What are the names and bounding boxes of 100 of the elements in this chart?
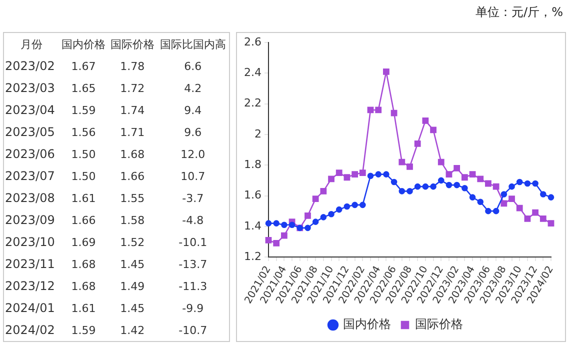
point bbox=[524, 180, 531, 187]
point bbox=[281, 222, 288, 228]
data-label: 1.78 bbox=[119, 58, 146, 74]
point bbox=[540, 216, 546, 222]
point bbox=[273, 240, 280, 246]
point bbox=[336, 170, 342, 176]
y-tick-label: 2.2 bbox=[244, 96, 262, 110]
text: 国际比国内高 bbox=[158, 36, 227, 52]
point bbox=[336, 206, 342, 213]
point bbox=[344, 174, 350, 181]
category-label: 2023/06 bbox=[4, 146, 56, 163]
text: 单位：元/斤，% bbox=[476, 4, 563, 21]
point bbox=[438, 158, 444, 166]
data-label: 1.68 bbox=[70, 278, 97, 294]
point bbox=[383, 171, 390, 178]
point bbox=[328, 210, 334, 218]
data-label: -11.3 bbox=[178, 278, 208, 294]
y-tick-label: 1.2 bbox=[244, 250, 262, 263]
data-label: -4.8 bbox=[181, 212, 205, 228]
point bbox=[375, 106, 382, 114]
point bbox=[500, 200, 508, 207]
point bbox=[446, 171, 452, 178]
point bbox=[477, 176, 484, 182]
point bbox=[304, 212, 311, 219]
data-label: 1.74 bbox=[119, 102, 146, 118]
category-label: 2023/09 bbox=[4, 212, 56, 229]
data-label: 12.0 bbox=[180, 146, 206, 162]
point bbox=[312, 218, 319, 225]
data-label: 1.59 bbox=[70, 102, 97, 118]
point bbox=[398, 158, 406, 166]
point bbox=[390, 110, 398, 116]
category-label: 2024/02 bbox=[4, 322, 56, 339]
point bbox=[454, 164, 460, 172]
point bbox=[265, 220, 272, 226]
data-label: 1.66 bbox=[70, 212, 97, 228]
data-label: 1.59 bbox=[70, 322, 97, 338]
y-tick-label: 2.6 bbox=[244, 35, 262, 48]
point bbox=[352, 171, 358, 178]
data-label: -9.9 bbox=[181, 300, 205, 316]
point bbox=[328, 176, 334, 182]
point bbox=[359, 170, 366, 176]
data-label: 1.55 bbox=[119, 190, 146, 206]
point bbox=[469, 171, 476, 178]
point bbox=[360, 202, 366, 208]
category-label: 2023/04 bbox=[4, 102, 56, 119]
y-tick-label: 2 bbox=[254, 127, 262, 140]
point bbox=[375, 171, 382, 178]
data-label: 1.45 bbox=[119, 300, 146, 316]
point bbox=[280, 232, 288, 239]
point bbox=[422, 183, 429, 190]
text: 国际价格 bbox=[109, 36, 156, 52]
point bbox=[485, 180, 492, 187]
point bbox=[469, 194, 476, 200]
y-tick-label: 2.4 bbox=[244, 66, 262, 80]
data-label: 1.42 bbox=[119, 322, 146, 338]
point bbox=[548, 194, 554, 200]
category-label: 2023/02 bbox=[4, 58, 56, 75]
data-label: -10.7 bbox=[178, 322, 208, 338]
point bbox=[352, 202, 358, 208]
point bbox=[477, 198, 484, 206]
data-label: 1.68 bbox=[119, 146, 146, 162]
data-label: 1.61 bbox=[70, 300, 97, 316]
point bbox=[304, 224, 311, 232]
point bbox=[422, 118, 429, 124]
category-label: 2023/11 bbox=[4, 256, 56, 273]
category-label: 2023/03 bbox=[4, 80, 56, 97]
legend-label: 国内价格 bbox=[343, 317, 391, 332]
point bbox=[320, 214, 327, 220]
data-label: -10.1 bbox=[178, 234, 208, 250]
data-label: 1.45 bbox=[119, 256, 146, 272]
point bbox=[344, 203, 350, 210]
data-label: 1.49 bbox=[119, 278, 146, 294]
point bbox=[516, 178, 523, 186]
text: 国内价格 bbox=[60, 36, 106, 52]
category-label: 2023/08 bbox=[4, 190, 56, 207]
point bbox=[492, 208, 500, 214]
point bbox=[414, 183, 421, 190]
y-tick-label: 1.6 bbox=[244, 188, 262, 202]
data-label: 1.56 bbox=[70, 124, 97, 140]
data-label: 1.50 bbox=[70, 168, 97, 184]
category-label: 2023/05 bbox=[4, 124, 56, 141]
point bbox=[414, 140, 421, 147]
point bbox=[288, 222, 296, 228]
data-label: 6.6 bbox=[183, 58, 203, 74]
y-tick-label: 1.4 bbox=[244, 219, 262, 232]
point bbox=[532, 180, 538, 187]
data-label: -3.7 bbox=[181, 190, 205, 206]
legend-label: 国际价格 bbox=[415, 317, 463, 332]
data-label: 1.52 bbox=[119, 234, 146, 250]
data-label: 1.50 bbox=[70, 146, 97, 162]
category-label: 2023/10 bbox=[4, 234, 56, 251]
point bbox=[454, 182, 460, 188]
data-label: 1.67 bbox=[70, 58, 97, 74]
data-label: 1.72 bbox=[119, 80, 146, 96]
point bbox=[532, 209, 538, 216]
data-label: 1.58 bbox=[119, 212, 146, 228]
point bbox=[367, 172, 374, 179]
data-label: 1.69 bbox=[70, 234, 97, 250]
data-label: 10.7 bbox=[180, 168, 206, 184]
point bbox=[367, 106, 374, 114]
